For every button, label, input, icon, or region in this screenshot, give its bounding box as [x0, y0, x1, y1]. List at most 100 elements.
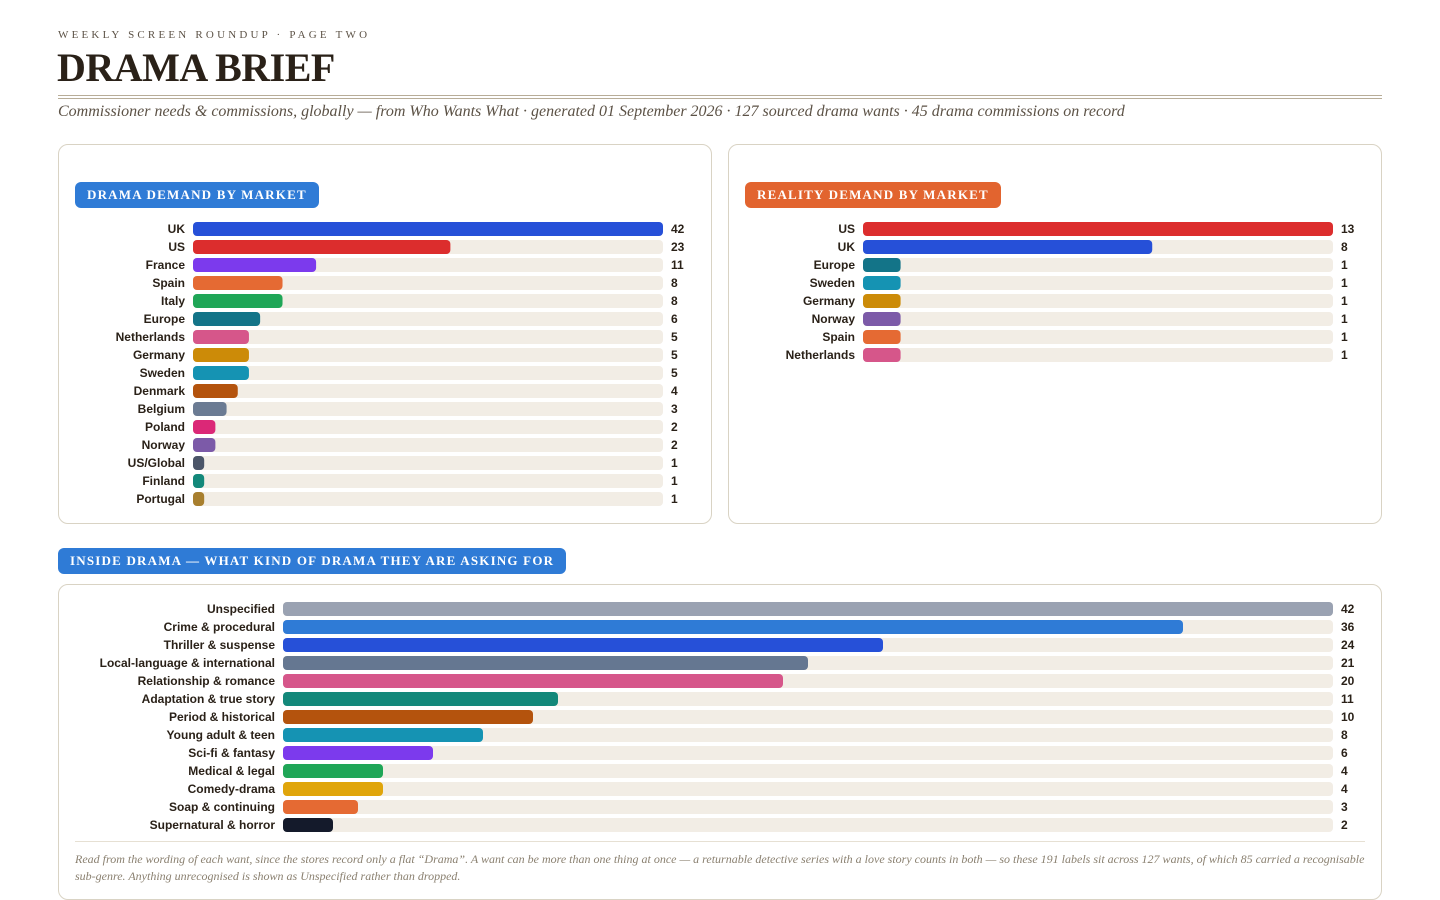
drama-demand-panel: DRAMA DEMAND BY MARKET UK 42 US 23 France 11 S…	[58, 144, 712, 524]
drama-bar-spain	[193, 276, 283, 290]
genre-value-adaptation-true-story: 11	[1341, 692, 1354, 706]
drama-value-poland: 2	[671, 420, 678, 434]
drama-label-poland: Poland	[145, 420, 185, 434]
reality-bar-uk	[863, 240, 1153, 254]
reality-value-netherlands: 1	[1341, 348, 1348, 362]
genre-label-relationship-romance: Relationship & romance	[138, 674, 276, 688]
genre-bar-young-adult-teen	[283, 728, 483, 742]
drama-value-us-global: 1	[671, 456, 678, 470]
reality-bar-germany	[863, 294, 901, 308]
drama-label-denmark: Denmark	[134, 384, 186, 398]
drama-bar-poland	[193, 420, 216, 434]
drama-value-sweden: 5	[671, 366, 678, 380]
kicker: WEEKLY SCREEN ROUNDUP · PAGE TWO	[58, 29, 371, 41]
drama-bar-germany	[193, 348, 249, 362]
genre-track-young-adult-teen	[283, 728, 1333, 742]
reality-bar-norway	[863, 312, 901, 326]
drama-bar-uk	[193, 222, 663, 236]
reality-bar-us	[863, 222, 1333, 236]
drama-value-finland: 1	[671, 474, 678, 488]
drama-track-netherlands	[193, 330, 663, 344]
reality-track-norway	[863, 312, 1333, 326]
title-rule-bottom	[58, 98, 1382, 99]
genre-bar-comedy-drama	[283, 782, 383, 796]
drama-demand-title: DRAMA DEMAND BY MARKET	[75, 182, 319, 208]
genre-value-relationship-romance: 20	[1341, 674, 1355, 688]
genre-track-sci-fi-fantasy	[283, 746, 1333, 760]
genre-label-soap-continuing: Soap & continuing	[169, 800, 275, 814]
drama-value-germany: 5	[671, 348, 678, 362]
drama-label-europe: Europe	[144, 312, 186, 326]
genre-bar-thriller-suspense	[283, 638, 883, 652]
footnote-divider	[75, 841, 1365, 842]
reality-value-norway: 1	[1341, 312, 1348, 326]
drama-track-europe	[193, 312, 663, 326]
drama-track-spain	[193, 276, 663, 290]
genre-bar-local-language-international	[283, 656, 808, 670]
drama-bar-us	[193, 240, 451, 254]
genre-label-sci-fi-fantasy: Sci-fi & fantasy	[188, 746, 275, 760]
page-title: DRAMA BRIEF	[57, 45, 335, 90]
drama-bar-europe	[193, 312, 261, 326]
reality-track-europe	[863, 258, 1333, 272]
reality-demand-title: REALITY DEMAND BY MARKET	[745, 182, 1001, 208]
reality-bar-netherlands	[863, 348, 901, 362]
drama-label-us-global: US/Global	[128, 456, 185, 470]
genre-value-crime-procedural: 36	[1341, 620, 1355, 634]
genre-track-comedy-drama	[283, 782, 1333, 796]
reality-value-sweden: 1	[1341, 276, 1348, 290]
reality-bar-sweden	[863, 276, 901, 290]
drama-label-us: US	[168, 240, 185, 254]
drama-label-finland: Finland	[142, 474, 185, 488]
genre-label-young-adult-teen: Young adult & teen	[167, 728, 275, 742]
drama-bar-us-global	[193, 456, 205, 470]
genre-value-unspecified: 42	[1341, 602, 1355, 616]
genre-track-soap-continuing	[283, 800, 1333, 814]
drama-label-italy: Italy	[161, 294, 185, 308]
drama-track-sweden	[193, 366, 663, 380]
drama-track-germany	[193, 348, 663, 362]
genre-bar-soap-continuing	[283, 800, 358, 814]
reality-label-spain: Spain	[822, 330, 855, 344]
drama-track-denmark	[193, 384, 663, 398]
genre-label-thriller-suspense: Thriller & suspense	[164, 638, 276, 652]
drama-label-spain: Spain	[152, 276, 185, 290]
drama-label-norway: Norway	[142, 438, 186, 452]
reality-label-sweden: Sweden	[810, 276, 855, 290]
genre-value-thriller-suspense: 24	[1341, 638, 1355, 652]
drama-bar-denmark	[193, 384, 238, 398]
drama-value-europe: 6	[671, 312, 678, 326]
drama-subgenre-panel: Unspecified 42 Crime & procedural 36 Thrille…	[58, 584, 1382, 900]
drama-label-netherlands: Netherlands	[116, 330, 186, 344]
genre-track-medical-legal	[283, 764, 1333, 778]
drama-label-belgium: Belgium	[138, 402, 185, 416]
genre-bar-supernatural-horror	[283, 818, 333, 832]
genre-bar-adaptation-true-story	[283, 692, 558, 706]
drama-value-netherlands: 5	[671, 330, 678, 344]
drama-value-belgium: 3	[671, 402, 678, 416]
reality-label-norway: Norway	[812, 312, 856, 326]
drama-label-uk: UK	[168, 222, 186, 236]
reality-demand-panel: REALITY DEMAND BY MARKET US 13 UK 8 Europe 1 S…	[728, 144, 1382, 524]
drama-value-france: 11	[671, 258, 684, 272]
drama-track-poland	[193, 420, 663, 434]
drama-value-norway: 2	[671, 438, 678, 452]
drama-bar-france	[193, 258, 317, 272]
reality-label-europe: Europe	[814, 258, 856, 272]
title-rule-top	[58, 95, 1382, 96]
page-subtitle: Commissioner needs & commissions, global…	[58, 103, 1125, 120]
genre-bar-unspecified	[283, 602, 1333, 616]
genre-track-period-historical	[283, 710, 1333, 724]
drama-value-italy: 8	[671, 294, 678, 308]
drama-track-italy	[193, 294, 663, 308]
drama-bar-finland	[193, 474, 205, 488]
drama-value-uk: 42	[671, 222, 685, 236]
genre-value-soap-continuing: 3	[1341, 800, 1348, 814]
genre-label-unspecified: Unspecified	[207, 602, 275, 616]
reality-value-uk: 8	[1341, 240, 1348, 254]
genre-label-supernatural-horror: Supernatural & horror	[150, 818, 276, 832]
drama-track-finland	[193, 474, 663, 488]
genre-track-supernatural-horror	[283, 818, 1333, 832]
